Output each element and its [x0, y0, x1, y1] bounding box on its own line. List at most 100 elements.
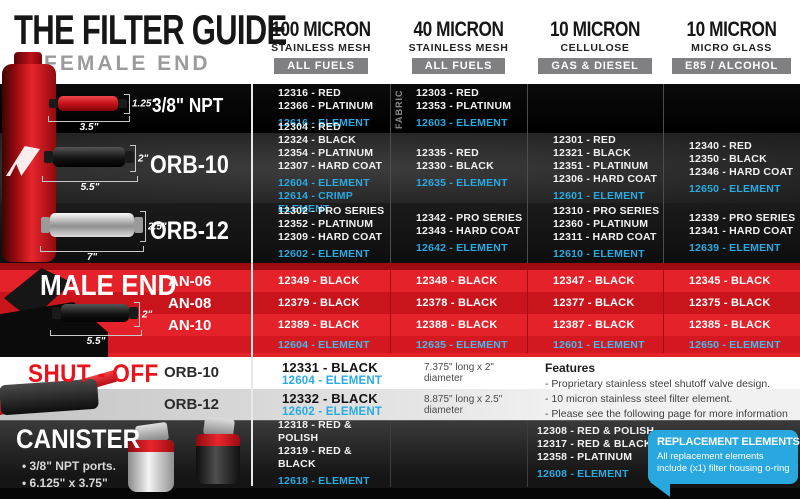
column-divider — [390, 84, 391, 263]
callout-title: REPLACEMENT ELEMENTS — [657, 436, 800, 448]
column-divider — [390, 421, 391, 487]
male-row-an10-stripe — [0, 314, 800, 336]
part-numbers: 12302 - PRO SERIES 12352 - PLATINUM 1230… — [278, 205, 385, 243]
row-label-shutoff-orb10: ORB-10 — [164, 364, 220, 381]
cell-orb12-10micron-cellulose: 12310 - PRO SERIES 12360 - PLATINUM 1231… — [527, 203, 663, 263]
size-note-orb12: 8.875" long x 2.5" diameter — [424, 393, 503, 416]
column-divider — [527, 84, 528, 263]
fuel-badge: GAS & DIESEL — [538, 58, 652, 74]
male-row-an08-stripe — [0, 292, 800, 314]
part-numbers: 12308 - RED & POLISH 12317 - RED & BLACK… — [537, 425, 655, 463]
column-divider — [390, 270, 391, 353]
part-numbers: 12310 - PRO SERIES 12360 - PLATINUM 1231… — [553, 205, 660, 243]
shutoff-row-orb12-stripe — [0, 389, 800, 420]
cell-an08-100micron: 12379 - BLACK — [278, 297, 360, 309]
row-label-an06: AN-06 — [168, 273, 212, 290]
cell-orb10-10micron-microglass: 12340 - RED 12350 - BLACK 12346 - HARD C… — [663, 133, 800, 203]
male-end-heading: MALE END — [40, 270, 177, 302]
male-row-an06-stripe — [0, 270, 800, 292]
part-numbers: 12301 - RED 12321 - BLACK 12351 - PLATIN… — [553, 133, 658, 185]
column-divider — [527, 270, 528, 353]
filter-diagram-npt: 3.5" 1.25" — [46, 94, 156, 133]
micron-rating: 100 MICRON — [271, 18, 371, 41]
row-label-shutoff-orb12: ORB-12 — [164, 396, 220, 413]
cell-an06-10micron-cellulose: 12347 - BLACK — [553, 275, 635, 287]
row-label-npt: 3/8" NPT — [152, 95, 224, 117]
media-type: MICRO GLASS — [691, 42, 772, 54]
column-divider — [663, 270, 664, 353]
shutoff-heading: SHUT - OFF — [28, 360, 159, 388]
male-element-10micron-cellulose: 12601 - ELEMENT — [553, 338, 645, 351]
part-number: 12332 - BLACK — [282, 391, 378, 406]
cell-an10-10micron-microglass: 12385 - BLACK — [689, 319, 771, 331]
cell-orb12-100micron: 12302 - PRO SERIES 12352 - PLATINUM 1230… — [252, 203, 390, 263]
cell-shutoff-orb12: 12332 - BLACK 12602 - ELEMENT — [252, 389, 390, 420]
element-part-numbers: 12610 - ELEMENT — [553, 248, 645, 260]
media-type: STAINLESS MESH — [271, 42, 371, 54]
male-end-top-band — [0, 263, 800, 270]
part-numbers: 12316 - RED 12366 - PLATINUM — [278, 87, 374, 112]
male-end-bottom-band — [0, 353, 800, 357]
fuel-badge: ALL FUELS — [274, 58, 368, 74]
column-header-10-micron-micro-glass: 10 MICRON MICRO GLASS E85 / ALCOHOL — [663, 18, 800, 74]
cell-an10-10micron-cellulose: 12387 - BLACK — [553, 319, 635, 331]
canister-heading: CANISTER — [16, 424, 141, 454]
row-label-an10: AN-10 — [168, 317, 212, 334]
media-type: CELLULOSE — [560, 42, 630, 54]
part-numbers: 12340 - RED 12350 - BLACK 12346 - HARD C… — [689, 140, 794, 178]
element-part-numbers: 12604 - ELEMENT 12614 - CRIMP ELEMENT — [278, 176, 370, 215]
filter-diagram-orb10: 5.5" 2" — [42, 144, 152, 193]
part-numbers: 12335 - RED 12330 - BLACK — [416, 146, 494, 172]
cell-npt-100micron: 12316 - RED 12366 - PLATINUM 12616 - ELE… — [252, 84, 390, 133]
row-label-orb12: ORB-12 — [150, 217, 229, 245]
cell-shutoff-orb10: 12331 - BLACK 12604 - ELEMENT — [252, 357, 390, 389]
filter-diagram-male: 5.5" 2" — [50, 302, 154, 347]
replacement-elements-callout: REPLACEMENT ELEMENTS All replacement ele… — [648, 430, 800, 484]
element-part-numbers: 12601 - ELEMENT — [553, 189, 645, 202]
cell-an08-10micron-microglass: 12375 - BLACK — [689, 297, 771, 309]
column-header-10-micron-cellulose: 10 MICRON CELLULOSE GAS & DIESEL — [527, 18, 663, 74]
features-list: - Proprietary stainless steel shutoff va… — [545, 378, 788, 420]
element-part-numbers: 12602 - ELEMENT — [278, 248, 370, 260]
cell-an08-40micron: 12378 - BLACK — [416, 297, 498, 309]
silver-canister-red-cap — [128, 440, 174, 452]
female-end-heading: FEMALE END — [44, 52, 211, 75]
cell-an10-40micron: 12388 - BLACK — [416, 319, 498, 331]
fuel-badge: E85 / ALCOHOL — [671, 58, 792, 74]
cell-an06-10micron-microglass: 12345 - BLACK — [689, 275, 771, 287]
height-dimension: 2" — [138, 153, 149, 164]
cell-orb12-40micron: 12342 - PRO SERIES 12343 - HARD COAT 126… — [390, 203, 527, 263]
part-numbers: 12303 - RED 12353 - PLATINUM — [416, 87, 512, 112]
black-canister-red-cap — [196, 434, 240, 446]
bottom-bar — [0, 488, 800, 499]
element-part-number: 12602 - ELEMENT — [282, 406, 383, 418]
label-column-divider — [251, 84, 253, 486]
cell-orb10-40micron: 12335 - RED 12330 - BLACK 12635 - ELEMEN… — [390, 133, 527, 203]
cell-an10-100micron: 12389 - BLACK — [278, 319, 360, 331]
length-dimension: 3.5" — [79, 122, 99, 133]
column-header-100-micron: 100 MICRON STAINLESS MESH ALL FUELS — [252, 18, 390, 74]
female-row-orb10-stripe — [0, 133, 800, 203]
page-title: THE FILTER GUIDE — [14, 6, 287, 53]
cell-an06-100micron: 12349 - BLACK — [278, 275, 360, 287]
part-numbers: 12342 - PRO SERIES 12343 - HARD COAT — [416, 211, 523, 237]
cell-canister-100micron: 12318 - RED & POLISH 12319 - RED & BLACK… — [252, 419, 390, 487]
element-part-numbers: 12642 - ELEMENT — [416, 241, 508, 254]
fuel-badge: ALL FUELS — [411, 58, 506, 74]
element-part-numbers: 12603 - ELEMENT — [416, 117, 508, 129]
filter-diagram-orb12: 7" 2.5" — [40, 210, 167, 263]
height-dimension: 2" — [142, 309, 153, 320]
element-part-numbers: 12639 - ELEMENT — [689, 241, 781, 254]
cell-npt-40micron: 12303 - RED 12353 - PLATINUM 12603 - ELE… — [390, 84, 527, 133]
element-part-numbers: 12650 - ELEMENT — [689, 183, 781, 195]
features-block: Features - Proprietary stainless steel s… — [545, 361, 795, 422]
element-part-numbers: 12635 - ELEMENT — [416, 176, 508, 189]
micron-rating: 40 MICRON — [413, 18, 504, 41]
cell-orb10-10micron-cellulose: 12301 - RED 12321 - BLACK 12351 - PLATIN… — [527, 133, 663, 203]
height-dimension: 2.5" — [148, 221, 167, 232]
row-label-orb10: ORB-10 — [150, 151, 229, 179]
row-label-an08: AN-08 — [168, 295, 212, 312]
element-part-numbers: 12618 - ELEMENT — [278, 474, 370, 487]
length-dimension: 5.5" — [80, 182, 100, 193]
